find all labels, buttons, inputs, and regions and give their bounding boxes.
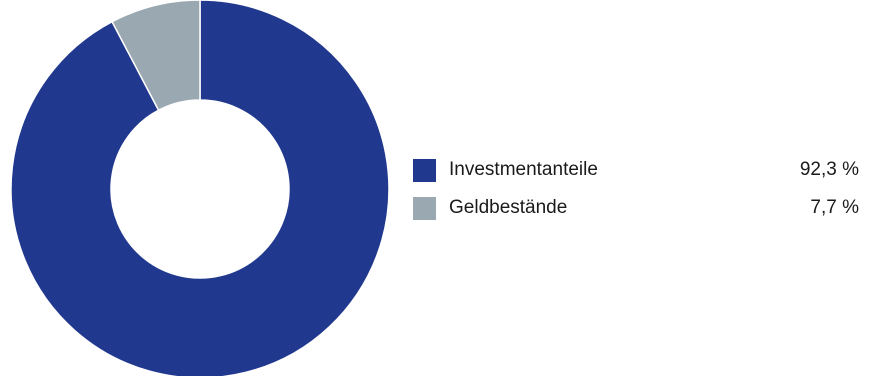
legend-label-geldbestaende: Geldbestände xyxy=(449,197,568,218)
legend-swatch-geldbestaende xyxy=(413,196,436,220)
donut-slice-geldbestaende xyxy=(111,0,201,112)
legend-label-investmentanteile: Investmentanteile xyxy=(449,159,598,180)
chart-legend: Investmentanteile 92,3 % Geldbestände 7,… xyxy=(413,158,859,234)
legend-item-investmentanteile: Investmentanteile 92,3 % xyxy=(413,158,859,182)
donut-chart xyxy=(10,0,390,376)
legend-value-geldbestaende: 7,7 % xyxy=(810,197,859,218)
legend-swatch-investmentanteile xyxy=(413,158,436,182)
legend-item-geldbestaende: Geldbestände 7,7 % xyxy=(413,196,859,220)
legend-value-investmentanteile: 92,3 % xyxy=(799,159,859,180)
donut-slice-investmentanteile xyxy=(10,0,390,376)
